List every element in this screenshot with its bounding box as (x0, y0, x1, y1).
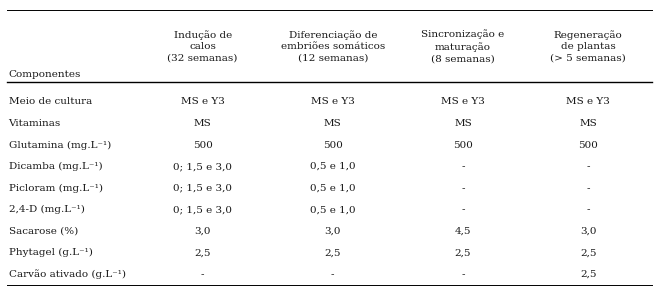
Text: 2,5: 2,5 (455, 248, 471, 257)
Text: 3,0: 3,0 (194, 227, 211, 236)
Text: MS: MS (324, 119, 341, 128)
Text: MS e Y3: MS e Y3 (441, 97, 485, 106)
Text: -: - (331, 270, 335, 279)
Text: Meio de cultura: Meio de cultura (9, 97, 92, 106)
Text: Sincronização e
maturação
(8 semanas): Sincronização e maturação (8 semanas) (421, 29, 505, 63)
Text: 0,5 e 1,0: 0,5 e 1,0 (310, 184, 356, 193)
Text: Picloram (mg.L⁻¹): Picloram (mg.L⁻¹) (9, 183, 103, 193)
Text: 500: 500 (323, 141, 343, 150)
Text: -: - (461, 205, 465, 214)
Text: -: - (587, 205, 590, 214)
Text: 0; 1,5 e 3,0: 0; 1,5 e 3,0 (173, 205, 232, 214)
Text: 4,5: 4,5 (455, 227, 471, 236)
Text: 2,5: 2,5 (580, 248, 596, 257)
Text: 3,0: 3,0 (580, 227, 596, 236)
Text: MS: MS (194, 119, 212, 128)
Text: Regeneração
de plantas
(> 5 semanas): Regeneração de plantas (> 5 semanas) (550, 30, 626, 63)
Text: MS e Y3: MS e Y3 (566, 97, 610, 106)
Text: 0,5 e 1,0: 0,5 e 1,0 (310, 162, 356, 171)
Text: 3,0: 3,0 (324, 227, 341, 236)
Text: Sacarose (%): Sacarose (%) (9, 227, 78, 236)
Text: 2,4-D (mg.L⁻¹): 2,4-D (mg.L⁻¹) (9, 205, 84, 214)
Text: 500: 500 (192, 141, 213, 150)
Text: -: - (461, 162, 465, 171)
Text: MS: MS (454, 119, 472, 128)
Text: MS e Y3: MS e Y3 (181, 97, 225, 106)
Text: -: - (587, 162, 590, 171)
Text: -: - (587, 184, 590, 193)
Text: MS e Y3: MS e Y3 (311, 97, 355, 106)
Text: 0; 1,5 e 3,0: 0; 1,5 e 3,0 (173, 162, 232, 171)
Text: 0; 1,5 e 3,0: 0; 1,5 e 3,0 (173, 184, 232, 193)
Text: 500: 500 (453, 141, 473, 150)
Text: 0,5 e 1,0: 0,5 e 1,0 (310, 205, 356, 214)
Text: -: - (461, 270, 465, 279)
Text: MS: MS (579, 119, 597, 128)
Text: Componentes: Componentes (9, 70, 81, 79)
Text: 2,5: 2,5 (580, 270, 596, 279)
Text: 500: 500 (578, 141, 598, 150)
Text: Phytagel (g.L⁻¹): Phytagel (g.L⁻¹) (9, 248, 92, 258)
Text: Glutamina (mg.L⁻¹): Glutamina (mg.L⁻¹) (9, 141, 111, 150)
Text: Indução de
calos
(32 semanas): Indução de calos (32 semanas) (167, 30, 238, 63)
Text: Diferenciação de
embriões somáticos
(12 semanas): Diferenciação de embriões somáticos (12 … (281, 30, 385, 63)
Text: Dicamba (mg.L⁻¹): Dicamba (mg.L⁻¹) (9, 162, 102, 171)
Text: -: - (461, 184, 465, 193)
Text: 2,5: 2,5 (324, 248, 341, 257)
Text: Vitaminas: Vitaminas (9, 119, 61, 128)
Text: Carvão ativado (g.L⁻¹): Carvão ativado (g.L⁻¹) (9, 270, 126, 279)
Text: -: - (201, 270, 204, 279)
Text: 2,5: 2,5 (194, 248, 211, 257)
